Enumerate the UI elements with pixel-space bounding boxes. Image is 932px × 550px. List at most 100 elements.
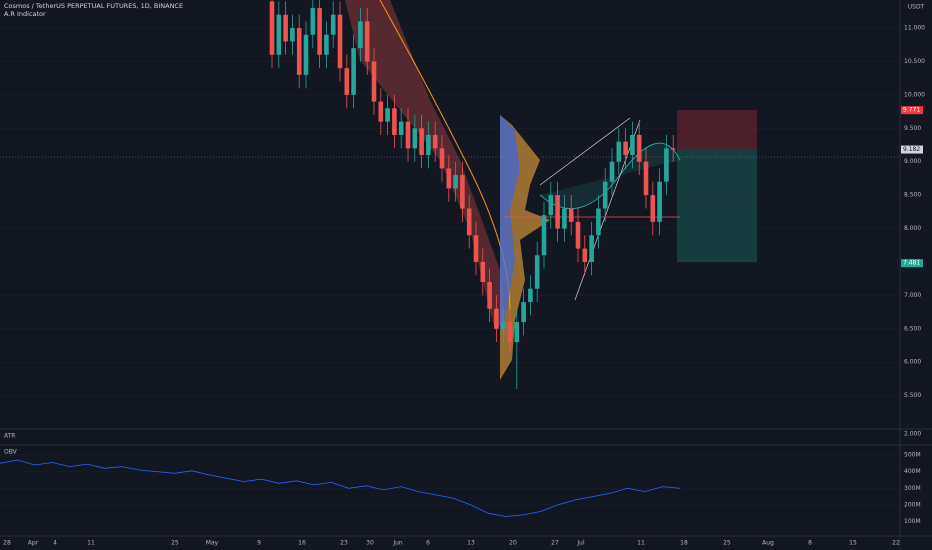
x-tick-label: May xyxy=(206,540,219,547)
candle-body xyxy=(487,281,492,309)
candle-body xyxy=(303,34,309,75)
symbol-title: Cosmos / TetherUS PERPETUAL FUTURES, 1D,… xyxy=(4,2,183,10)
candle-body xyxy=(609,161,615,182)
trendline xyxy=(574,119,641,301)
candles xyxy=(269,0,676,389)
candle-body xyxy=(269,1,275,55)
obv-pane: 100M 200M 300M 400M 500M OBV xyxy=(0,449,921,525)
y-tick-label: 100M xyxy=(904,518,921,525)
candle-body xyxy=(344,68,350,95)
y-tick-label: 6.500 xyxy=(904,325,921,332)
x-tick-label: 6 xyxy=(426,540,430,547)
y-tick-label: 500M xyxy=(904,451,921,458)
x-tick-label: 15 xyxy=(849,540,857,547)
candle-body xyxy=(480,261,486,282)
candle-body xyxy=(290,28,295,42)
candle-body xyxy=(405,121,411,149)
candle-body xyxy=(364,21,370,62)
y-tick-label: 200M xyxy=(904,501,921,508)
x-tick-label: 20 xyxy=(509,540,517,547)
candle-body xyxy=(473,235,479,262)
price-badge xyxy=(901,145,923,154)
x-tick-label: 13 xyxy=(467,540,475,547)
candle-body xyxy=(650,195,656,222)
candle-body xyxy=(337,14,343,69)
candle-body xyxy=(392,108,397,135)
x-tick-label: 18 xyxy=(680,540,688,547)
candle-body xyxy=(568,208,574,222)
candle-body xyxy=(324,34,329,55)
price-badge xyxy=(901,259,923,268)
candle-body xyxy=(296,28,302,75)
y-tick-label: 9.000 xyxy=(904,158,921,165)
x-tick-label: 8 xyxy=(808,540,812,547)
x-tick-label: 25 xyxy=(723,540,731,547)
candle-body xyxy=(630,134,635,156)
candle-body xyxy=(371,61,377,102)
y-tick-label: 9.500 xyxy=(904,125,921,132)
labels: 5.5006.0006.5007.0007.5008.0008.5009.000… xyxy=(3,25,925,547)
x-tick-label: Jun xyxy=(392,540,403,547)
candle-body xyxy=(589,235,594,262)
price-badge-label: 9.182 xyxy=(903,146,920,153)
y-tick-label: 5.500 xyxy=(904,392,921,399)
candle-body xyxy=(541,215,547,256)
y-tick-label: 8.500 xyxy=(904,192,921,199)
candle-body xyxy=(453,175,458,189)
y-tick-label: 6.000 xyxy=(904,359,921,366)
candle-body xyxy=(310,8,316,35)
x-tick-label: 23 xyxy=(340,540,348,547)
atr-title: ATR xyxy=(4,433,15,440)
candle-body xyxy=(555,195,560,229)
y-tick-label: 11.000 xyxy=(904,25,925,32)
x-tick-label: 28 xyxy=(3,540,11,547)
x-tick-label: Apr xyxy=(28,540,39,547)
atr-tick: 2.000 xyxy=(904,431,921,438)
candle-body xyxy=(670,148,676,150)
candle-body xyxy=(507,322,513,343)
candle-body xyxy=(385,108,390,122)
candle-body xyxy=(446,168,452,189)
indicator-title: A.R Indicator xyxy=(4,10,46,18)
candle-body xyxy=(378,101,384,122)
candle-body xyxy=(317,8,322,55)
grid xyxy=(0,27,900,396)
candle-body xyxy=(398,121,404,135)
candle-body xyxy=(426,134,431,156)
x-tick-label: 11 xyxy=(637,540,645,547)
trendline xyxy=(539,117,631,186)
candle-body xyxy=(582,248,588,262)
y-tick-label: 400M xyxy=(904,468,921,475)
volume-profile xyxy=(500,115,520,330)
currency: USDT xyxy=(908,4,925,11)
candle-body xyxy=(657,181,662,222)
candle-body xyxy=(636,134,642,162)
obv-title: OBV xyxy=(4,449,18,456)
candle-body xyxy=(412,128,418,149)
y-tick-label: 7.000 xyxy=(904,292,921,299)
candle-body xyxy=(330,14,336,35)
x-tick-label: 16 xyxy=(298,540,306,547)
x-tick-label: 30 xyxy=(366,540,374,547)
price-badge xyxy=(901,106,923,115)
candle-body xyxy=(439,148,445,169)
x-tick-label: 22 xyxy=(892,540,900,547)
candle-body xyxy=(358,21,363,49)
candle-body xyxy=(276,14,282,55)
x-tick-label: 27 xyxy=(551,540,559,547)
x-tick-label: Aug xyxy=(762,540,774,547)
candle-body xyxy=(432,134,438,149)
price-badge-label: 7.481 xyxy=(903,260,920,267)
candle-body xyxy=(466,208,472,236)
candle-body xyxy=(283,14,288,42)
candle-body xyxy=(528,288,533,303)
ma-ribbon xyxy=(345,0,505,330)
price-badge-label: 9.771 xyxy=(903,107,920,114)
candle-body xyxy=(514,322,520,343)
candle-body xyxy=(623,141,628,156)
candle-body xyxy=(596,208,601,236)
x-tick-label: 4 xyxy=(53,540,57,547)
candle-body xyxy=(562,208,567,229)
